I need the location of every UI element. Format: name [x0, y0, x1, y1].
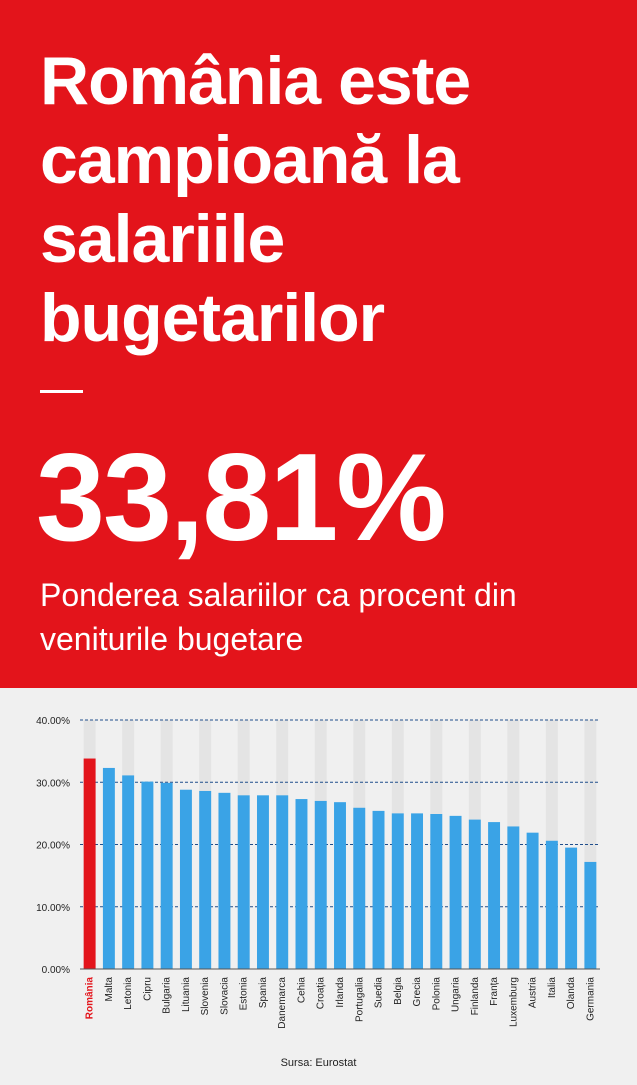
headline: România este campioană la salariile buge… — [40, 43, 471, 356]
x-tick-label: Estonia — [239, 977, 250, 1011]
bar-11 — [295, 799, 308, 969]
y-tick-label: 0.00% — [42, 965, 70, 976]
chart-area: 0.00% 10.00% 20.00% 30.00% 40.00% România Malt… — [0, 688, 637, 1080]
bar-18 — [430, 813, 443, 969]
x-tick-label: Slovenia — [200, 977, 211, 1016]
x-tick-label: Bulgaria — [162, 977, 173, 1014]
x-tick-label: România — [85, 977, 96, 1020]
y-tick-label: 20.00% — [36, 841, 70, 852]
bar-24 — [545, 840, 558, 969]
bar-22 — [507, 826, 520, 969]
x-tick-label: Polonia — [431, 977, 442, 1011]
x-tick-label: Spania — [258, 977, 269, 1009]
x-tick-label: Belgia — [393, 977, 404, 1005]
bar-19 — [449, 815, 462, 969]
x-tick-label: Letonia — [123, 977, 134, 1010]
bar-26 — [584, 861, 597, 969]
bar-0 — [83, 758, 96, 969]
x-tick-label: Franța — [489, 977, 500, 1006]
big-value: 33,81% — [36, 429, 447, 567]
y-tick-label: 10.00% — [36, 903, 70, 914]
divider-dash — [40, 390, 83, 393]
x-tick-label: Portugalia — [354, 977, 365, 1022]
x-tick-label: Slovacia — [219, 977, 230, 1015]
x-tick-label: Malta — [104, 977, 115, 1002]
bar-12 — [314, 800, 327, 969]
source-note: Sursa: Eurostat — [280, 1057, 357, 1069]
bar-17 — [411, 813, 424, 969]
x-tick-label: Irlanda — [335, 977, 346, 1008]
bar-2 — [122, 775, 135, 969]
x-tick-label: Luxemburg — [508, 977, 519, 1027]
x-tick-label: Grecia — [412, 977, 423, 1007]
x-tick-label: Cehia — [296, 977, 307, 1004]
x-tick-label: Olanda — [566, 977, 577, 1010]
bar-3 — [141, 781, 154, 969]
bar-20 — [468, 819, 481, 969]
bar-9 — [256, 795, 269, 969]
bar-25 — [565, 847, 578, 969]
bar-chart: 0.00% 10.00% 20.00% 30.00% 40.00% România Malt… — [36, 716, 600, 1029]
x-tick-label: Lituania — [181, 977, 192, 1012]
hero-panel: România este campioană la salariile buge… — [0, 0, 637, 688]
bar-14 — [353, 807, 366, 969]
x-tick-label: Italia — [547, 977, 558, 999]
bar-8 — [237, 795, 250, 969]
y-tick-label: 30.00% — [36, 778, 70, 789]
bar-21 — [488, 822, 501, 969]
x-tick-label: Suedia — [374, 977, 385, 1009]
x-tick-label: Croația — [316, 977, 327, 1010]
x-tick-label: Cipru — [142, 977, 153, 1001]
bar-6 — [199, 790, 212, 969]
bar-23 — [526, 832, 539, 969]
bar-5 — [179, 789, 192, 969]
bar-13 — [334, 802, 346, 969]
subtitle: Ponderea salariilor ca procent din venit… — [40, 577, 517, 657]
x-tick-label: Austria — [528, 977, 539, 1009]
x-tick-label: Danemarca — [277, 977, 288, 1029]
bar-1 — [102, 767, 115, 969]
bar-7 — [218, 792, 231, 969]
x-tick-label: Germania — [585, 977, 596, 1021]
x-tick-label: Finlanda — [470, 977, 481, 1016]
y-tick-label: 40.00% — [36, 716, 70, 727]
bar-16 — [391, 813, 404, 969]
bar-10 — [276, 795, 289, 969]
x-tick-label: Ungaria — [451, 977, 462, 1012]
bar-4 — [160, 782, 173, 969]
bar-15 — [372, 810, 385, 969]
